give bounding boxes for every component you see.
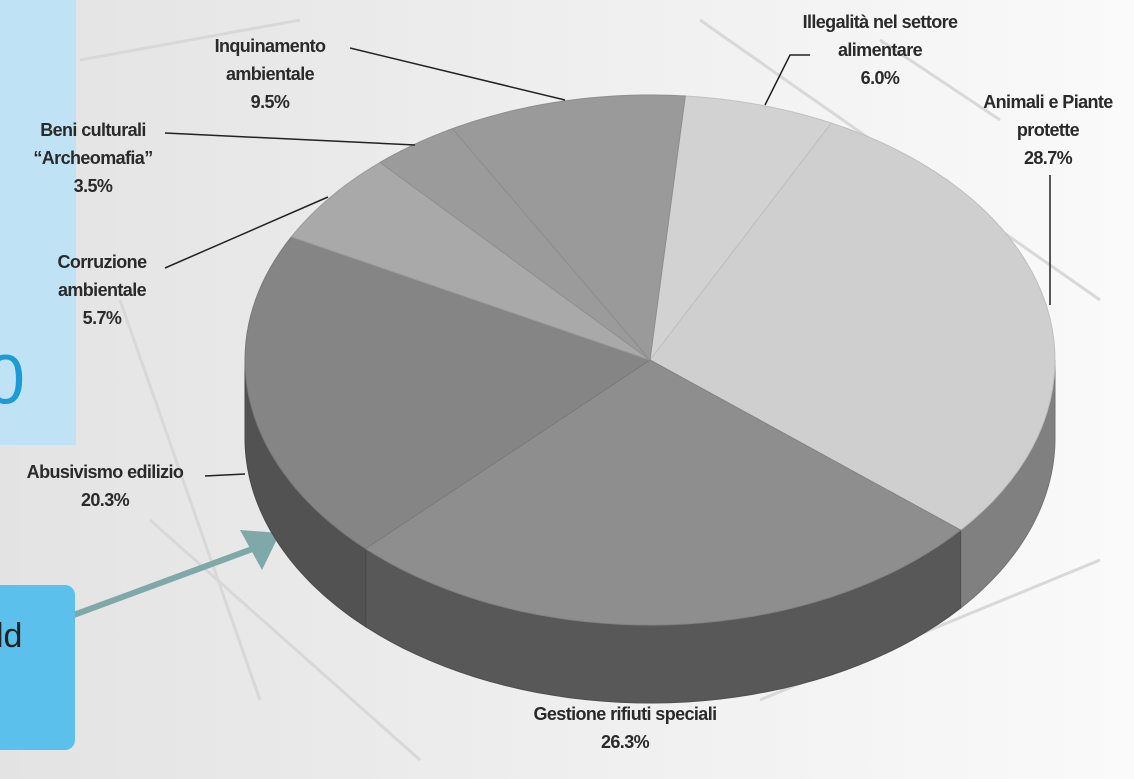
slice-category: Gestione rifiuti speciali [533, 704, 717, 724]
slice-value: 9.5% [250, 92, 290, 112]
slice-label: Gestione rifiuti speciali 26.3% [525, 700, 725, 756]
slice-category: Inquinamento ambientale [214, 36, 326, 84]
slice-label: Animali e Piante protette 28.7% [953, 88, 1134, 172]
slice-label: Corruzione ambientale 5.7% [22, 248, 182, 332]
slice-category: Corruzione ambientale [57, 252, 147, 300]
fragment-text: 0 [0, 340, 25, 418]
leader-line [164, 132, 416, 146]
slice-label: Beni culturali “Archeomafia” 3.5% [3, 116, 183, 200]
pie-slice [649, 122, 1056, 531]
pie-slice [649, 95, 833, 362]
slice-category: Animali e Piante protette [983, 92, 1113, 140]
pie-slice [364, 359, 962, 626]
arrow [58, 545, 257, 623]
fragment-text: ld [0, 617, 22, 655]
slice-label: Inquinamento ambientale 9.5% [180, 32, 360, 116]
pie-tops [244, 94, 1056, 626]
slice-value: 20.3% [80, 490, 130, 510]
arrow-head [240, 530, 280, 570]
leader-line [164, 196, 329, 269]
slice-category: Beni culturali “Archeomafia” [33, 120, 153, 168]
pie-slice [290, 161, 651, 361]
slice-category: Abusivismo edilizio [26, 462, 184, 482]
slice-value: 3.5% [73, 176, 113, 196]
leader-line [764, 54, 810, 106]
slice-category: Illegalità nel settore alimentare [802, 12, 958, 60]
slice-value: 5.7% [82, 308, 122, 328]
side-panel [0, 0, 76, 445]
pie-slice [244, 236, 652, 550]
leader-line [204, 473, 246, 477]
slice-value: 6.0% [860, 68, 900, 88]
leader-lines [164, 47, 1051, 477]
pie-slice [451, 94, 686, 362]
slice-value: 28.7% [1023, 148, 1073, 168]
slice-label: Abusivismo edilizio 20.3% [0, 458, 220, 514]
slice-value: 26.3% [600, 732, 650, 752]
leader-line [349, 47, 566, 101]
slice-label: Illegalità nel settore alimentare 6.0% [765, 8, 995, 92]
callout-box [0, 585, 75, 750]
